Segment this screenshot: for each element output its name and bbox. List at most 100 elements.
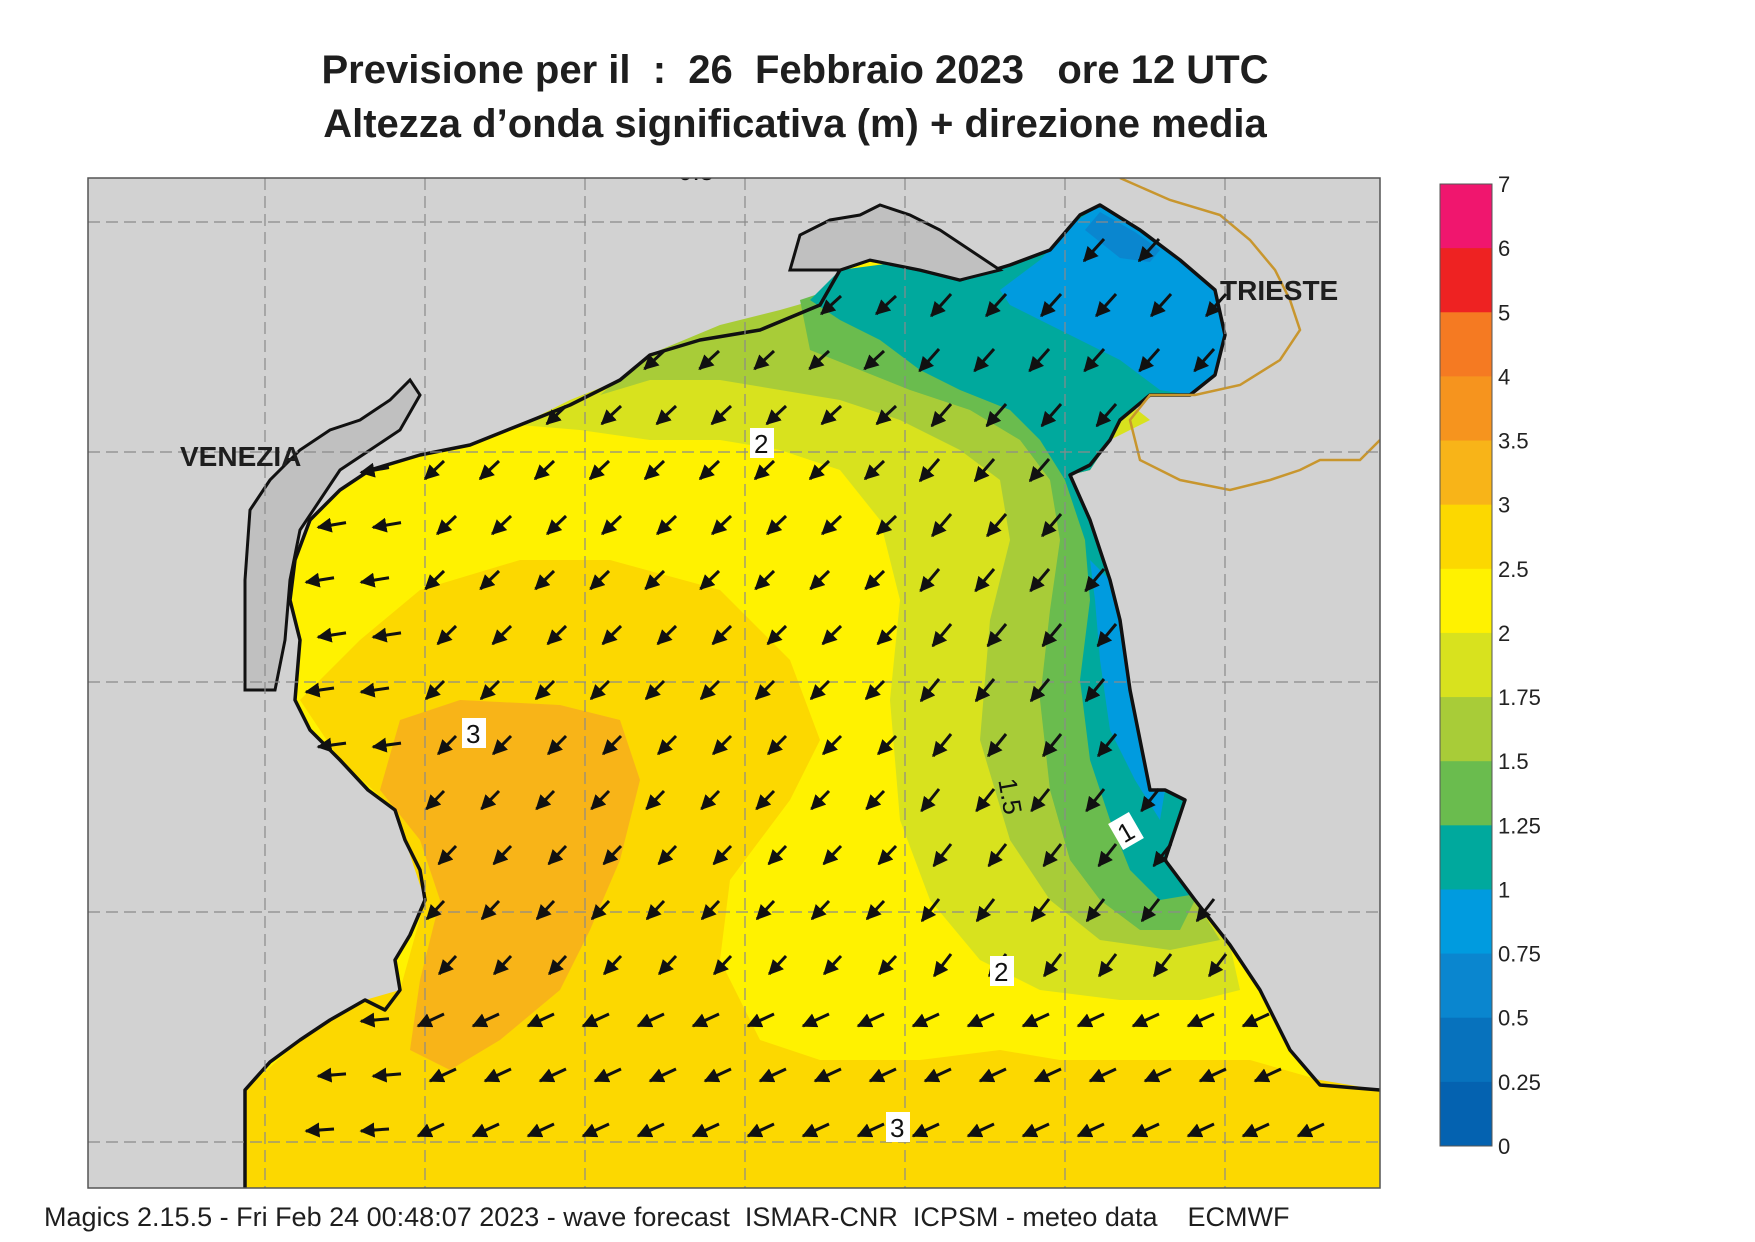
wave-direction-arrow [480, 789, 501, 811]
wave-direction-arrow [643, 349, 666, 371]
wave-direction-arrow [864, 569, 886, 591]
colorbar-outline [1439, 183, 1493, 1147]
colorbar-tick-label: 2 [1498, 621, 1510, 646]
colorbar-swatch [1440, 248, 1492, 313]
wave-direction-arrow [966, 1122, 995, 1138]
colorbar-tick-label: 0 [1498, 1134, 1510, 1159]
wave-direction-arrow [932, 733, 953, 758]
wave-direction-arrow [581, 1122, 610, 1138]
wave-direction-arrow [1040, 292, 1063, 318]
colorbar-swatch [1440, 376, 1492, 442]
place-label-venezia: VENEZIA [180, 441, 301, 472]
wave-direction-arrow [1029, 678, 1051, 703]
colorbar-swatch [1440, 632, 1492, 698]
wave-direction-arrow [877, 844, 898, 866]
wave-direction-arrow [437, 844, 458, 866]
wave-direction-arrow [416, 1012, 445, 1028]
wave-direction-arrow [1138, 348, 1161, 373]
wave-direction-arrow [746, 1012, 775, 1028]
wave-direction-arrow [416, 1122, 445, 1138]
colorbar-tick-label: 6 [1498, 236, 1510, 261]
wave-direction-arrow [590, 789, 611, 811]
colorbar-swatch [1440, 440, 1492, 506]
colorbar-tick-label: 1 [1498, 877, 1510, 902]
wave-direction-arrow [920, 788, 941, 813]
wave-direction-arrow [813, 1067, 842, 1083]
wave-direction-arrow [975, 898, 996, 923]
wave-direction-arrow [1021, 1012, 1050, 1028]
wave-direction-arrow [655, 404, 678, 426]
colorbar-tick-label: 3.5 [1498, 429, 1529, 454]
wave-direction-arrow [878, 954, 898, 976]
wave-direction-arrow [713, 954, 733, 976]
wave-direction-arrow [1085, 898, 1106, 923]
wave-direction-arrow [1137, 237, 1161, 263]
wave-direction-arrow [359, 462, 390, 478]
wave-direction-arrow [1131, 1012, 1160, 1028]
map-frame [87, 177, 1381, 1189]
wave-direction-arrow [766, 514, 788, 536]
contour-label-1.5: 1.5 [992, 776, 1028, 817]
wave-direction-arrow [1195, 898, 1216, 923]
wave-direction-arrow [423, 459, 446, 481]
wave-direction-arrow [863, 349, 886, 371]
wave-direction-arrow [1152, 953, 1173, 978]
wave-direction-arrow [966, 1012, 995, 1028]
wave-direction-arrow [602, 734, 623, 756]
place-label-trieste: TRIESTE [1220, 275, 1338, 306]
wave-direction-arrow [1041, 513, 1063, 538]
wave-direction-arrow [808, 459, 831, 481]
wave-direction-arrow [822, 844, 843, 866]
wave-direction-arrows [304, 237, 1325, 1138]
wave-direction-arrow [930, 292, 953, 318]
wave-direction-arrow [547, 844, 568, 866]
wave-direction-arrow [808, 349, 831, 371]
wave-direction-arrow [644, 569, 666, 591]
colorbar-swatch [1440, 1017, 1492, 1083]
wave-direction-arrow [546, 514, 568, 536]
wave-direction-arrow [436, 624, 458, 646]
wave-direction-arrow [1241, 1122, 1270, 1138]
wave-direction-arrow [479, 679, 501, 701]
wave-direction-arrow [875, 294, 898, 316]
wave-zone-0.5-0.75 [1000, 205, 1225, 820]
wave-direction-arrow [304, 1122, 335, 1138]
wave-direction-arrow [480, 899, 501, 921]
wave-direction-arrow [973, 458, 996, 483]
wave-direction-arrow [699, 569, 721, 591]
wave-direction-arrow [304, 572, 335, 588]
northern-lagoons [788, 203, 1004, 282]
wave-direction-arrow [645, 789, 666, 811]
wave-direction-arrow [535, 789, 556, 811]
wave-direction-arrow [1296, 1122, 1325, 1138]
wave-direction-arrow [601, 624, 623, 646]
contour-label-2-south: 2 [994, 957, 1008, 987]
wave-direction-arrow [698, 459, 721, 481]
wave-direction-arrow [645, 899, 666, 921]
wave-direction-arrow [1040, 403, 1063, 428]
colorbar-swatch [1440, 953, 1492, 1019]
wave-direction-arrow [1028, 458, 1051, 483]
wave-direction-arrow [483, 1067, 512, 1083]
wave-direction-arrow [316, 737, 347, 753]
wave-direction-arrow [371, 737, 402, 753]
wave-direction-arrow [644, 679, 666, 701]
wave-direction-arrow [691, 1122, 720, 1138]
wave-direction-arrow [657, 734, 678, 756]
wave-direction-arrow [919, 568, 941, 593]
wave-direction-arrow [491, 624, 513, 646]
wave-direction-arrow [911, 1012, 940, 1028]
wave-direction-arrow [492, 844, 513, 866]
wave-direction-arrow [876, 514, 898, 536]
wave-direction-arrow [1186, 1122, 1215, 1138]
wave-direction-arrow [1083, 348, 1106, 373]
wave-direction-arrow [656, 624, 678, 646]
wave-direction-arrow [1198, 1067, 1227, 1083]
wave-direction-arrow [636, 1122, 665, 1138]
venice-lagoon [243, 377, 422, 692]
title-line-1: Previsione per il : 26 Febbraio 2023 ore… [321, 48, 1269, 92]
wave-direction-arrow [856, 1012, 885, 1028]
wave-direction-arrow [918, 348, 941, 373]
wave-direction-arrow [493, 954, 513, 976]
wave-direction-arrow [1140, 788, 1161, 813]
